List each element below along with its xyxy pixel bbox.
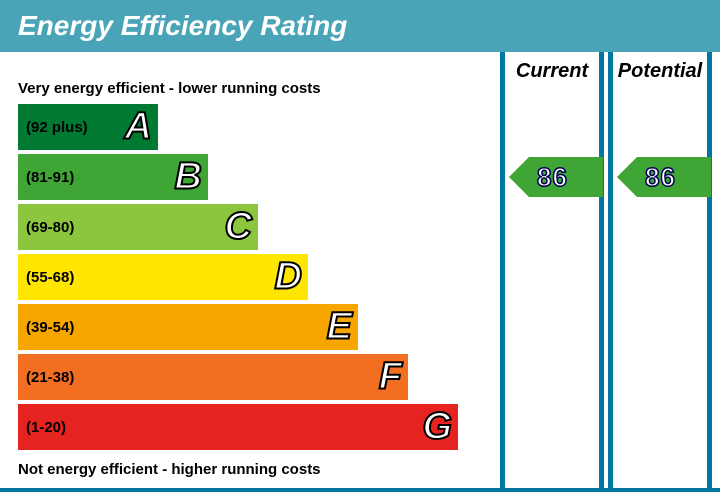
band-c: (69-80) C <box>18 204 258 250</box>
chart-body: Very energy efficient - lower running co… <box>0 52 720 492</box>
chart-title: Energy Efficiency Rating <box>0 0 720 52</box>
band-d: (55-68) D <box>18 254 308 300</box>
band-e: (39-54) E <box>18 304 358 350</box>
band-letter: F <box>379 356 402 399</box>
band-range: (39-54) <box>26 319 74 336</box>
band-letter: D <box>275 256 302 299</box>
band-range: (92 plus) <box>26 119 88 136</box>
rating-arrow: 86 <box>509 157 603 197</box>
epc-chart: Energy Efficiency Rating Very energy eff… <box>0 0 720 500</box>
band-letter: A <box>125 106 152 149</box>
band-letter: C <box>225 206 252 249</box>
column-potential: Potential 86 <box>608 52 712 488</box>
column-current-header: Current <box>505 52 599 95</box>
column-current: Current 86 <box>500 52 604 488</box>
band-range: (81-91) <box>26 169 74 186</box>
band-g: (1-20) G <box>18 404 458 450</box>
rating-value: 86 <box>537 162 568 193</box>
band-b: (81-91) B <box>18 154 208 200</box>
band-letter: B <box>175 156 202 199</box>
column-potential-header: Potential <box>613 52 707 95</box>
band-letter: E <box>327 306 352 349</box>
rating-bands: (92 plus) A (81-91) B (69-80) C (55-68) D (39-54… <box>18 104 458 454</box>
band-range: (21-38) <box>26 369 74 386</box>
band-letter: G <box>422 406 452 449</box>
band-range: (69-80) <box>26 219 74 236</box>
note-inefficient: Not energy efficient - higher running co… <box>18 461 321 478</box>
note-efficient: Very energy efficient - lower running co… <box>18 80 321 97</box>
rating-columns: Current 86 Potential 86 <box>496 52 712 488</box>
rating-arrow: 86 <box>617 157 711 197</box>
band-range: (55-68) <box>26 269 74 286</box>
band-f: (21-38) F <box>18 354 408 400</box>
band-a: (92 plus) A <box>18 104 158 150</box>
rating-value: 86 <box>645 162 676 193</box>
band-range: (1-20) <box>26 419 66 436</box>
